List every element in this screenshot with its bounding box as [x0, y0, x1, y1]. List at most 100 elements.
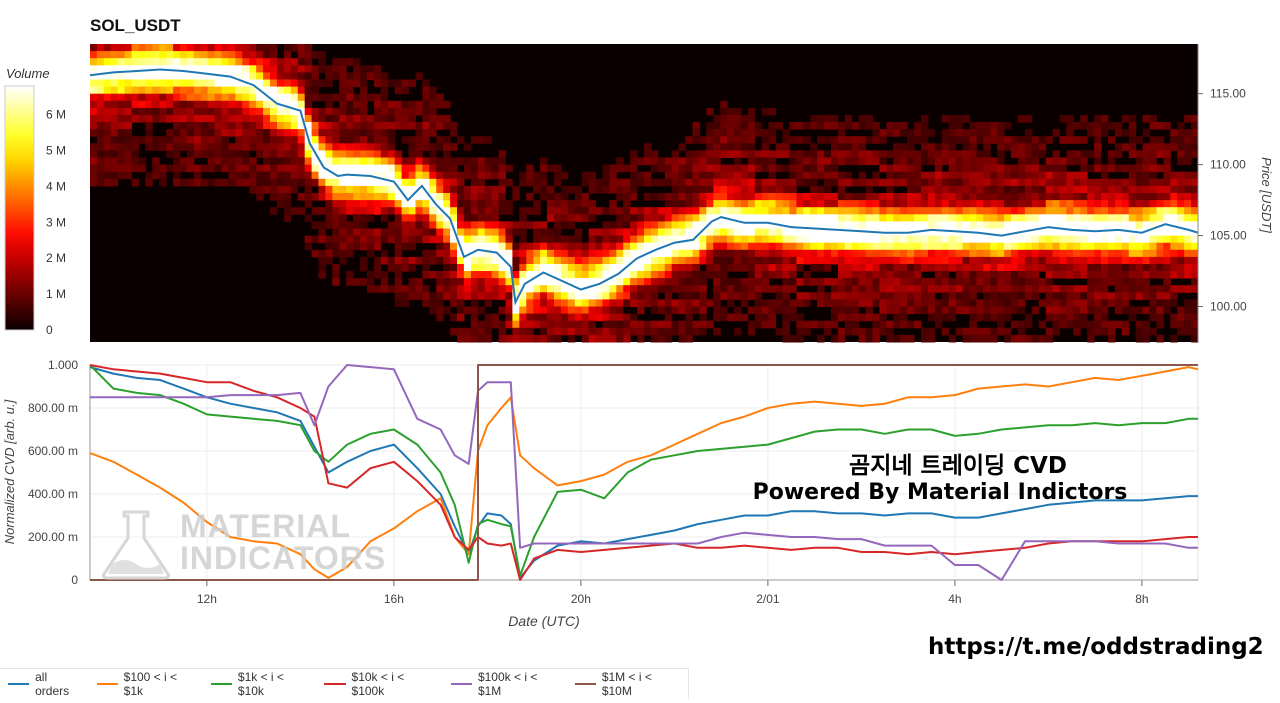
heatmap-cell: [90, 51, 98, 59]
legend-item[interactable]: $100 < i < $1k: [96, 670, 197, 698]
heatmap-cell: [865, 115, 873, 123]
heatmap-cell: [927, 306, 936, 315]
heatmap-cell: [373, 143, 382, 151]
heatmap-cell: [415, 122, 423, 130]
heatmap-cell: [131, 178, 139, 187]
heatmap-cell: [789, 249, 797, 258]
heatmap-cell: [443, 306, 451, 315]
heatmap-cell: [173, 157, 181, 166]
heatmap-cell: [1011, 334, 1019, 343]
heatmap-cell: [394, 79, 403, 88]
heatmap-cell: [581, 178, 590, 187]
heatmap-cell: [353, 157, 361, 166]
heatmap-cell: [526, 278, 534, 286]
heatmap-cell: [1038, 150, 1047, 158]
heatmap-cell: [969, 171, 977, 180]
heatmap-cell: [616, 242, 624, 251]
heatmap-cell: [1038, 249, 1047, 258]
heatmap-cell: [976, 299, 984, 307]
legend-item[interactable]: $10k < i < $100k: [324, 670, 436, 698]
legend-item[interactable]: $1k < i < $10k: [210, 670, 311, 698]
heatmap-cell: [650, 306, 659, 315]
heatmap-cell: [734, 214, 742, 222]
heatmap-cell: [699, 256, 707, 265]
heatmap-cell: [851, 271, 860, 279]
heatmap-cell: [671, 235, 680, 244]
heatmap-cell: [768, 136, 776, 144]
heatmap-cell: [173, 100, 181, 109]
heatmap-cell: [463, 306, 472, 315]
heatmap-cell: [837, 327, 846, 336]
heatmap-cell: [955, 178, 963, 187]
heatmap-cell: [200, 44, 209, 52]
heatmap-cell: [498, 292, 506, 300]
heatmap-cell: [685, 185, 693, 194]
heatmap-cell: [837, 157, 846, 166]
heatmap-cell: [637, 157, 645, 166]
heatmap-cell: [103, 143, 112, 151]
heatmap-cell: [450, 185, 458, 194]
heatmap-cell: [422, 292, 430, 300]
heatmap-cell: [1094, 200, 1102, 208]
heatmap-cell: [560, 320, 569, 329]
heatmap-cell: [831, 235, 839, 244]
heatmap-cell: [145, 136, 153, 144]
heatmap-cell: [900, 122, 908, 130]
heatmap-cell: [817, 278, 825, 286]
heatmap-cell: [477, 164, 486, 173]
heatmap-cell: [1101, 122, 1109, 130]
heatmap-cell: [914, 264, 922, 272]
legend-item[interactable]: $1M < i < $10M: [574, 670, 682, 698]
heatmap-cell: [207, 115, 216, 123]
heatmap-cell: [900, 313, 908, 322]
heatmap-cell: [934, 214, 943, 222]
heatmap-cell: [990, 129, 998, 137]
heatmap-cell: [595, 185, 603, 194]
heatmap-cell: [117, 171, 126, 180]
heatmap-cell: [519, 214, 527, 222]
heatmap-cell: [685, 320, 693, 329]
heatmap-cell: [602, 242, 610, 251]
heatmap-cell: [1163, 164, 1171, 173]
heatmap-cell: [1080, 200, 1088, 208]
heatmap-cell: [900, 242, 908, 251]
heatmap-cell: [1094, 278, 1102, 286]
heatmap-cell: [297, 143, 306, 151]
heatmap-cell: [720, 221, 728, 229]
heatmap-cell: [235, 164, 243, 173]
legend-swatch: [450, 683, 472, 685]
heatmap-cell: [817, 228, 825, 237]
heatmap-cell: [692, 193, 700, 201]
heatmap-cell: [1135, 150, 1144, 158]
heatmap-cell: [609, 242, 617, 251]
heatmap-cell: [623, 299, 631, 307]
heatmap-cell: [166, 51, 174, 59]
heatmap-cell: [581, 292, 590, 300]
heatmap-cell: [754, 129, 763, 137]
heatmap-cell: [699, 136, 707, 144]
heatmap-cell: [934, 193, 943, 201]
legend-item[interactable]: all orders: [8, 670, 83, 698]
heatmap-cell: [277, 200, 285, 208]
heatmap-cell: [678, 207, 686, 215]
heatmap-cell: [380, 271, 389, 279]
heatmap-cell: [1045, 228, 1054, 237]
heatmap-cell: [1101, 292, 1109, 300]
heatmap-cell: [387, 221, 396, 229]
heatmap-cell: [824, 122, 832, 130]
heatmap-cell: [886, 221, 894, 229]
heatmap-cell: [1128, 242, 1137, 251]
heatmap-cell: [1024, 313, 1033, 322]
heatmap-cell: [401, 157, 409, 166]
heatmap-cell: [443, 235, 451, 244]
heatmap-cell: [754, 235, 763, 244]
heatmap-cell: [602, 207, 610, 215]
heatmap-cell: [353, 122, 361, 130]
heatmap-cell: [193, 58, 202, 66]
heatmap-cell: [221, 86, 229, 95]
legend-item[interactable]: $100k < i < $1M: [450, 670, 561, 698]
heatmap-cell: [997, 193, 1005, 201]
heatmap-cell: [519, 313, 527, 322]
heatmap-cell: [200, 72, 209, 80]
heatmap-cell: [256, 65, 264, 73]
